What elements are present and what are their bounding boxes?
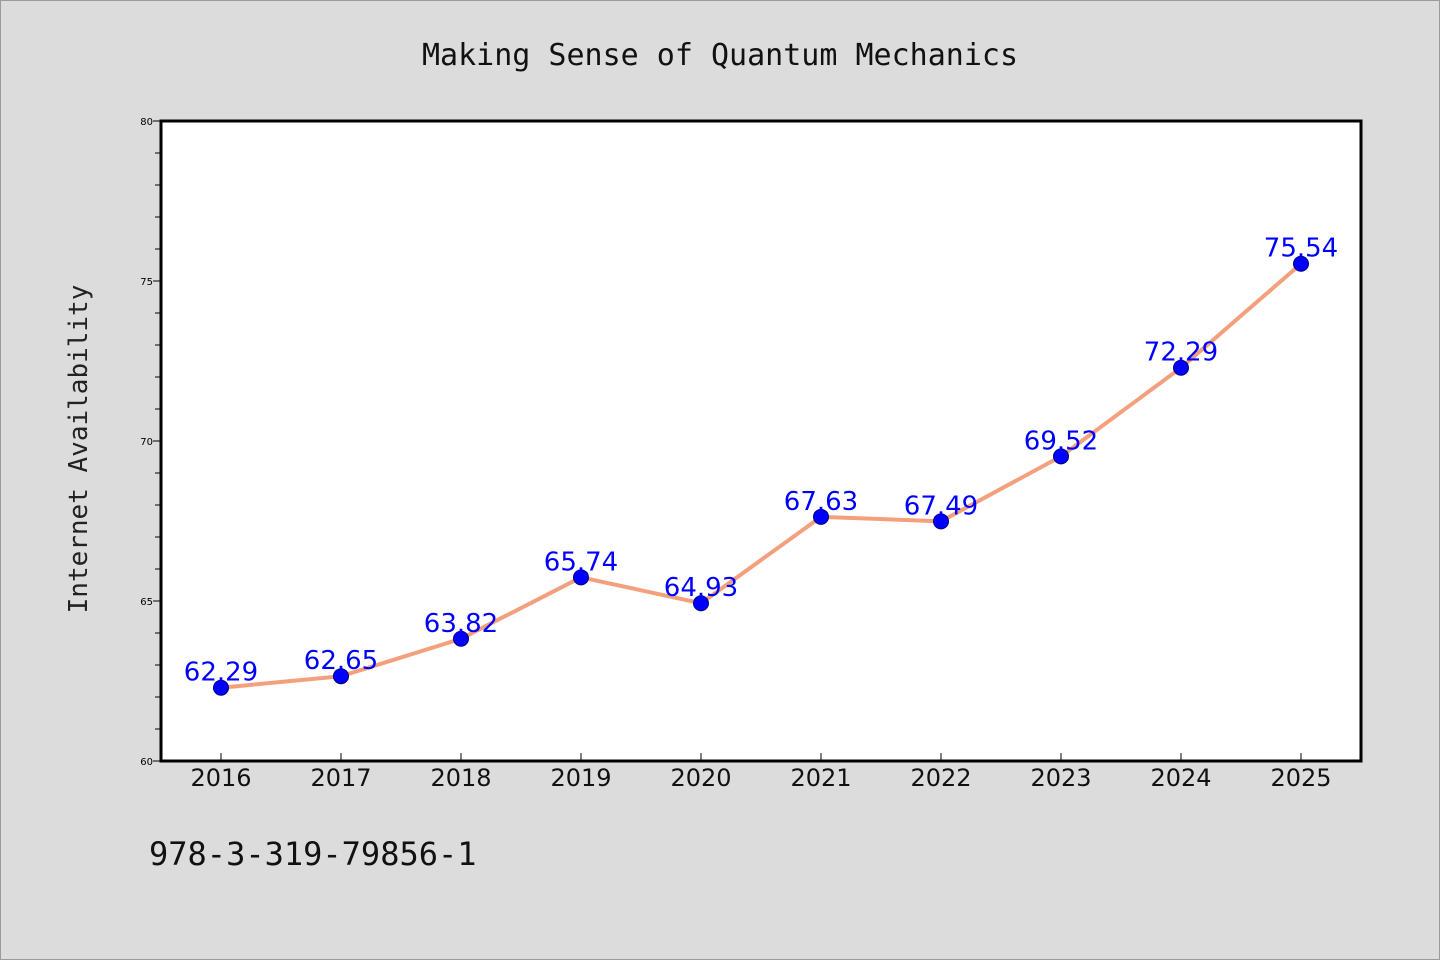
plot-area	[159, 119, 1363, 763]
data-point-marker	[813, 508, 829, 525]
series-layer	[213, 255, 1309, 696]
data-point-marker	[333, 668, 349, 685]
data-label: 67.49	[904, 491, 978, 521]
x-axis: 2016 2017 2018 2019 2020 2021 2022 2023 2024 2025	[190, 753, 1332, 792]
y-tick-label: 70	[140, 437, 153, 448]
data-point-marker	[1173, 359, 1189, 376]
x-tick-label: 2023	[1030, 764, 1091, 792]
y-tick-label: 60	[140, 757, 153, 768]
data-label: 72.29	[1144, 338, 1218, 368]
data-label: 62.29	[184, 658, 258, 688]
chart-title: Making Sense of Quantum Mechanics	[422, 38, 1018, 73]
data-label-layer: 62.29 62.65 63.82 65.74 64.93 67.63 67.49 69.52…	[184, 234, 1338, 688]
x-tick-label: 2025	[1270, 764, 1331, 792]
data-point-marker	[453, 630, 469, 647]
x-tick-label: 2020	[670, 764, 731, 792]
data-point-marker	[573, 569, 589, 586]
x-tick-label: 2019	[550, 764, 611, 792]
data-label: 63.82	[424, 609, 498, 639]
data-label: 67.63	[784, 487, 858, 517]
data-point-marker	[213, 679, 229, 696]
data-label: 62.65	[304, 646, 378, 676]
data-label: 69.52	[1024, 426, 1098, 456]
x-tick-label: 2016	[190, 764, 251, 792]
y-tick-label: 80	[140, 117, 153, 128]
data-point-marker	[1053, 448, 1069, 465]
data-point-marker	[693, 595, 709, 612]
series-line	[219, 261, 1303, 690]
y-axis: 60 65 70 75 80	[140, 117, 161, 768]
x-tick-label: 2017	[310, 764, 371, 792]
x-tick-label: 2018	[430, 764, 491, 792]
data-label: 64.93	[664, 573, 738, 603]
y-axis-label: Internet Availability	[64, 285, 94, 614]
isbn-text: 978-3-319-79856-1	[149, 835, 477, 873]
data-point-marker	[933, 513, 949, 530]
data-point-marker	[1293, 255, 1309, 272]
data-label: 65.74	[544, 547, 618, 577]
data-label: 75.54	[1264, 234, 1338, 264]
y-tick-label: 75	[140, 277, 153, 288]
x-tick-label: 2024	[1150, 764, 1211, 792]
x-tick-label: 2021	[790, 764, 851, 792]
x-tick-label: 2022	[910, 764, 971, 792]
y-tick-label: 65	[140, 597, 153, 608]
